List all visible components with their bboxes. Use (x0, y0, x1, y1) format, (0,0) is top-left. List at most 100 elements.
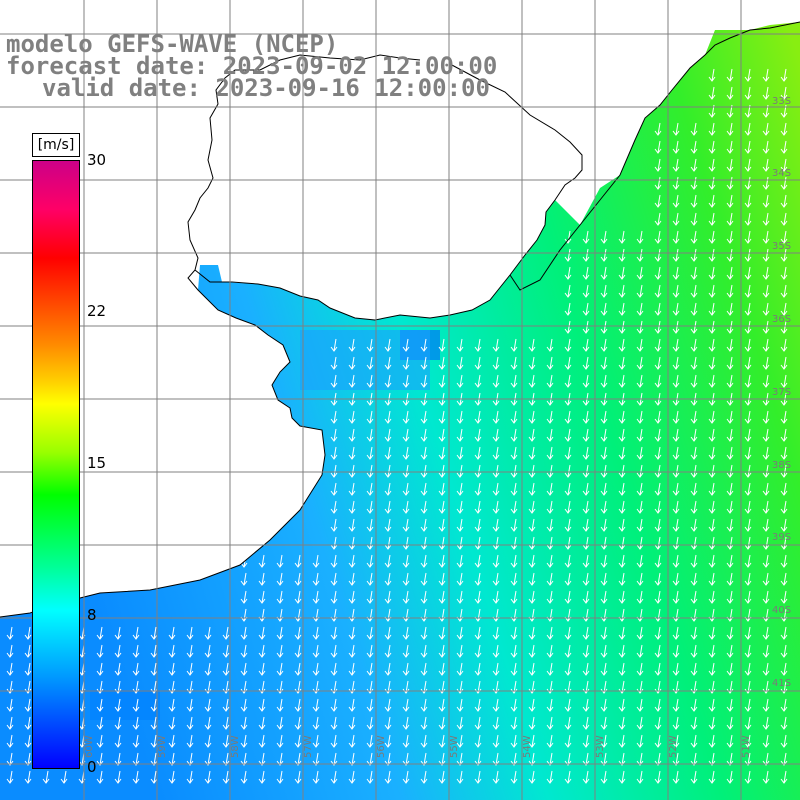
wind-direction-arrow-icon (618, 230, 626, 244)
wind-direction-arrow-icon (348, 482, 356, 496)
wind-direction-arrow-icon (6, 698, 14, 712)
wind-direction-arrow-icon (618, 338, 626, 352)
wind-direction-arrow-icon (708, 716, 716, 730)
wind-direction-arrow-icon (672, 590, 680, 604)
wind-direction-arrow-icon (708, 554, 716, 568)
wind-direction-arrow-icon (510, 446, 518, 460)
wind-direction-arrow-icon (186, 716, 194, 730)
lat-label: 38S (772, 460, 792, 471)
wind-direction-arrow-icon (780, 320, 788, 334)
wind-direction-arrow-icon (654, 626, 662, 640)
wind-direction-arrow-icon (636, 428, 644, 442)
wind-direction-arrow-icon (312, 770, 320, 784)
wind-direction-arrow-icon (258, 554, 266, 568)
wind-direction-arrow-icon (744, 446, 752, 460)
wind-direction-arrow-icon (510, 644, 518, 658)
wind-direction-arrow-icon (600, 572, 608, 586)
wind-direction-arrow-icon (204, 716, 212, 730)
wind-direction-arrow-icon (402, 482, 410, 496)
wind-direction-arrow-icon (546, 500, 554, 514)
wind-direction-arrow-icon (690, 770, 698, 784)
wind-direction-arrow-icon (330, 428, 338, 442)
wind-direction-arrow-icon (600, 752, 608, 766)
lat-label: 36S (772, 314, 792, 325)
wind-direction-arrow-icon (492, 716, 500, 730)
wind-direction-arrow-icon (672, 644, 680, 658)
wind-direction-arrow-icon (492, 518, 500, 532)
wind-direction-arrow-icon (456, 644, 464, 658)
wind-direction-arrow-icon (762, 464, 770, 478)
wind-direction-arrow-icon (384, 626, 392, 640)
wind-direction-arrow-icon (384, 464, 392, 478)
wind-direction-arrow-icon (600, 698, 608, 712)
wind-direction-arrow-icon (780, 266, 788, 280)
wind-direction-arrow-icon (528, 464, 536, 478)
wind-direction-arrow-icon (420, 536, 428, 550)
wind-direction-arrow-icon (510, 500, 518, 514)
wind-direction-arrow-icon (582, 356, 590, 370)
wind-direction-arrow-icon (672, 374, 680, 388)
wind-direction-arrow-icon (114, 716, 122, 730)
wind-direction-arrow-icon (708, 644, 716, 658)
wind-direction-arrow-icon (366, 752, 374, 766)
wind-direction-arrow-icon (564, 446, 572, 460)
wind-direction-arrow-icon (636, 662, 644, 676)
wind-direction-arrow-icon (744, 68, 752, 82)
wind-direction-arrow-icon (744, 626, 752, 640)
wind-direction-arrow-icon (312, 716, 320, 730)
wind-direction-arrow-icon (744, 302, 752, 316)
wind-direction-arrow-icon (654, 572, 662, 586)
wind-direction-arrow-icon (438, 734, 446, 748)
wind-direction-arrow-icon (636, 734, 644, 748)
wind-direction-arrow-icon (564, 266, 572, 280)
wind-direction-arrow-icon (690, 536, 698, 550)
wind-direction-arrow-icon (726, 554, 734, 568)
wind-direction-arrow-icon (366, 698, 374, 712)
wind-direction-arrow-icon (528, 374, 536, 388)
wind-direction-arrow-icon (654, 140, 662, 154)
wind-direction-arrow-icon (384, 734, 392, 748)
wind-direction-arrow-icon (528, 626, 536, 640)
valid-date: valid date: 2023-09-16 12:00:00 (42, 74, 490, 102)
wind-direction-arrow-icon (204, 626, 212, 640)
wind-direction-arrow-icon (672, 698, 680, 712)
wind-direction-arrow-icon (546, 770, 554, 784)
wind-direction-arrow-icon (618, 302, 626, 316)
wind-direction-arrow-icon (600, 644, 608, 658)
wind-direction-arrow-icon (726, 428, 734, 442)
wind-direction-arrow-icon (348, 500, 356, 514)
wind-direction-arrow-icon (690, 662, 698, 676)
wind-field (0, 22, 800, 800)
wind-direction-arrow-icon (492, 446, 500, 460)
wind-direction-arrow-icon (708, 734, 716, 748)
wind-direction-arrow-icon (330, 464, 338, 478)
wind-direction-arrow-icon (744, 122, 752, 136)
wind-direction-arrow-icon (708, 266, 716, 280)
wind-direction-arrow-icon (240, 770, 248, 784)
wind-direction-arrow-icon (24, 734, 32, 748)
wind-direction-arrow-icon (420, 500, 428, 514)
wind-direction-arrow-icon (438, 356, 446, 370)
wind-direction-arrow-icon (510, 482, 518, 496)
wind-direction-arrow-icon (132, 662, 140, 676)
wind-direction-arrow-icon (780, 500, 788, 514)
wind-direction-arrow-icon (132, 716, 140, 730)
wind-direction-arrow-icon (384, 518, 392, 532)
wind-direction-arrow-icon (474, 374, 482, 388)
wind-direction-arrow-icon (654, 734, 662, 748)
wind-direction-arrow-icon (420, 374, 428, 388)
wind-direction-arrow-icon (618, 626, 626, 640)
wind-direction-arrow-icon (600, 518, 608, 532)
wind-direction-arrow-icon (600, 554, 608, 568)
wind-direction-arrow-icon (438, 374, 446, 388)
wind-direction-arrow-icon (186, 698, 194, 712)
wind-direction-arrow-icon (708, 752, 716, 766)
wind-direction-arrow-icon (726, 626, 734, 640)
wind-direction-arrow-icon (492, 500, 500, 514)
wind-direction-arrow-icon (366, 410, 374, 424)
wind-direction-arrow-icon (636, 518, 644, 532)
wind-direction-arrow-icon (780, 302, 788, 316)
wind-direction-arrow-icon (366, 590, 374, 604)
wind-direction-arrow-icon (654, 446, 662, 460)
wind-direction-arrow-icon (744, 752, 752, 766)
